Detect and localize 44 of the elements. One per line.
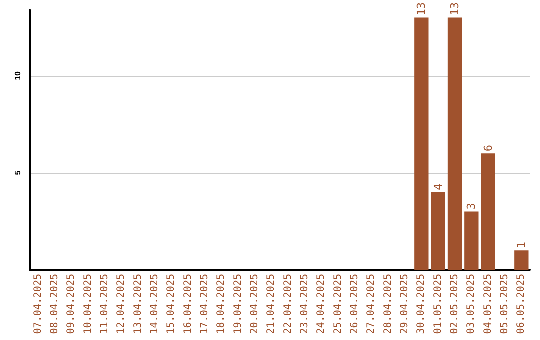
x-tick-label: 07.04.2025	[32, 274, 44, 334]
data-label: 1	[515, 242, 528, 249]
x-tick-label: 28.04.2025	[382, 274, 394, 334]
x-tick-label: 01.05.2025	[432, 274, 444, 334]
x-tick-label: 22.04.2025	[282, 274, 294, 334]
bar	[414, 18, 429, 270]
x-tick-label: 12.04.2025	[116, 274, 128, 334]
data-label: 6	[482, 144, 495, 152]
x-tick-label: 10.04.2025	[82, 274, 94, 334]
y-tick-label: 5	[14, 170, 22, 176]
x-tick-label: 20.04.2025	[250, 274, 260, 334]
x-tick-label: 11.04.2025	[100, 274, 110, 334]
x-tick-label: 25.04.2025	[332, 274, 344, 334]
data-label: 4	[432, 183, 445, 190]
x-tick-label: 26.04.2025	[350, 274, 360, 334]
data-label: 13	[415, 2, 428, 16]
x-tick-label: 27.04.2025	[366, 274, 378, 334]
x-tick-label: 02.05.2025	[450, 274, 460, 334]
x-tick-label: 17.04.2025	[200, 274, 210, 334]
x-tick-label: 24.04.2025	[316, 274, 328, 334]
x-tick-label: 29.04.2025	[400, 274, 410, 334]
x-tick-label: 03.05.2025	[466, 274, 478, 334]
y-tick-label: 10	[14, 70, 22, 80]
x-tick-label: 04.05.2025	[482, 274, 494, 334]
data-label: 13	[448, 2, 462, 16]
bar	[448, 18, 462, 270]
x-tick-label: 23.04.2025	[300, 274, 310, 334]
x-tick-label: 19.04.2025	[232, 274, 244, 334]
bar	[481, 154, 496, 270]
x-tick-label: 13.04.2025	[132, 274, 144, 334]
bar	[464, 212, 479, 270]
data-label: 3	[465, 203, 478, 210]
x-tick-label: 06.05.2025	[516, 274, 528, 334]
bar	[431, 192, 446, 270]
x-tick-label: 08.04.2025	[50, 274, 60, 334]
x-tick-label: 21.04.2025	[266, 274, 278, 334]
x-tick-label: 15.04.2025	[166, 274, 178, 334]
bar	[514, 250, 529, 270]
x-tick-label: 18.04.2025	[216, 274, 228, 334]
x-tick-label: 16.04.2025	[182, 274, 194, 334]
x-tick-label: 14.04.2025	[150, 274, 160, 334]
x-tick-label: 05.05.2025	[500, 274, 510, 334]
x-tick-label: 30.04.2025	[416, 274, 428, 334]
x-tick-label: 09.04.2025	[66, 274, 78, 334]
